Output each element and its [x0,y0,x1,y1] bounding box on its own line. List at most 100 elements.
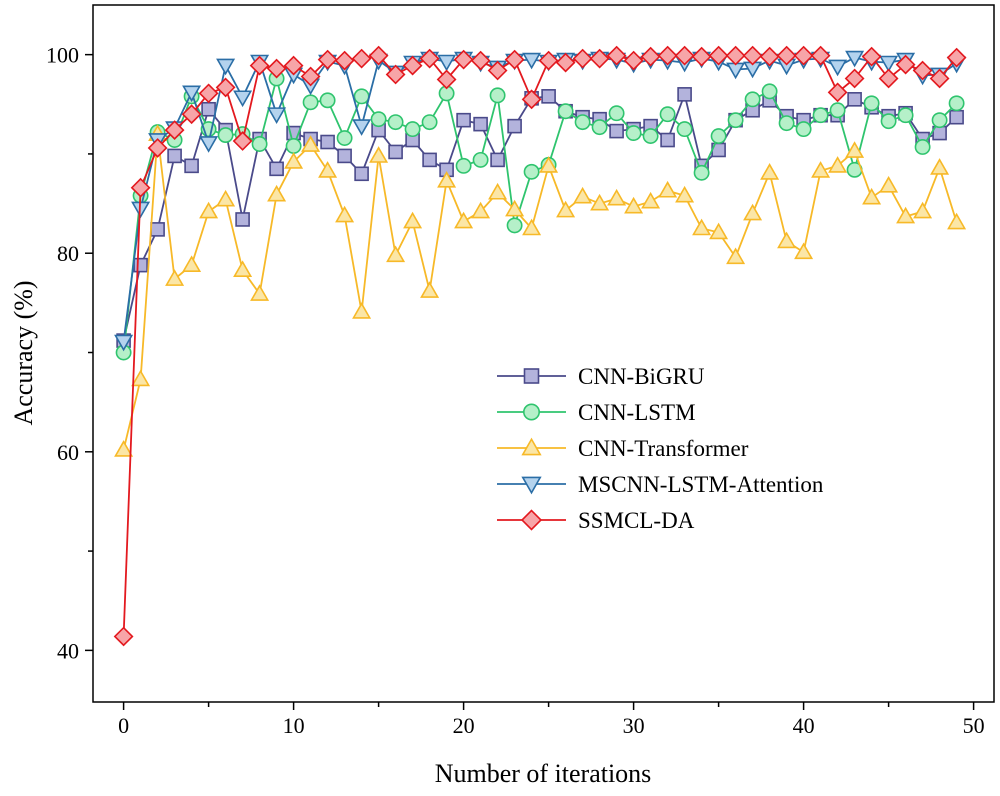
y-tick-label: 40 [57,638,79,663]
data-point [453,49,474,70]
data-point [215,77,236,98]
data-point [879,175,899,193]
data-point [914,139,931,155]
data-point [284,152,304,169]
data-point [539,156,559,173]
data-point [216,58,236,76]
series-line [122,133,958,451]
data-point [198,83,219,104]
data-point [624,196,644,214]
data-point [201,101,216,117]
data-point [949,109,964,125]
data-point [574,114,591,131]
data-point [182,85,202,103]
data-point [114,334,134,352]
data-point [421,114,438,131]
data-point [368,45,389,66]
data-point [676,121,693,138]
data-point [353,88,370,105]
data-point [879,55,899,73]
data-point [388,144,403,160]
data-point [182,255,202,273]
data-point [181,104,202,125]
data-point [385,64,406,85]
data-point [300,66,321,87]
data-point [589,48,610,69]
x-tick-label: 20 [453,713,475,738]
data-point [897,107,914,124]
data-point [812,107,829,124]
data-point [895,54,916,75]
legend-marker [520,509,543,531]
data-point [150,222,165,237]
data-point [317,49,338,70]
data-point [948,95,965,112]
legend-marker [521,476,542,495]
data-point [710,128,727,145]
data-point [147,138,168,158]
data-point [625,125,642,142]
data-point [845,50,865,68]
data-point [609,123,624,139]
data-point [658,180,678,198]
data-point [844,68,865,89]
data-point [810,45,831,66]
data-point [422,152,437,168]
data-point [541,89,556,104]
data-point [233,260,253,277]
data-point [490,152,505,168]
data-point [572,48,593,69]
data-point [249,55,270,76]
data-point [557,103,574,120]
data-point [913,201,933,219]
data-point [404,121,421,138]
data-point [454,211,474,229]
data-point [947,212,967,230]
data-point [709,222,729,240]
data-point [269,161,284,177]
data-point [930,158,950,175]
legend: CNN-BiGRU CNN-LSTM CNN-Transformer MSCNN-LS… [497,364,824,533]
data-point [743,203,763,221]
data-point [233,90,253,108]
data-point [794,242,814,260]
legend-entry: CNN-LSTM [497,400,696,425]
data-point [829,102,846,119]
data-point [845,141,865,158]
data-point [744,91,761,108]
data-point [352,302,372,319]
data-point [470,50,491,71]
data-point [251,136,268,152]
data-point [863,95,880,112]
series-ssmcl-da [113,45,967,647]
legend-label: CNN-LSTM [578,400,696,425]
y-tick-label: 80 [57,241,79,266]
data-point [386,245,406,263]
data-point [266,58,287,79]
data-point [267,184,287,202]
data-point [131,369,151,387]
data-point [334,50,355,71]
data-point [267,107,287,124]
data-point [354,166,369,182]
data-point [606,45,627,66]
data-point [522,218,542,236]
data-point [335,205,355,223]
data-point [301,135,321,152]
data-point [351,48,372,69]
data-point [555,52,576,73]
data-point [403,211,423,229]
data-point [455,157,472,174]
legend-entry: CNN-BiGRU [497,364,705,389]
axis-ticks: 0 10 20 30 40 50 40 60 80 100 [46,43,985,738]
legend-label: MSCNN-LSTM-Attention [578,472,824,497]
data-point [946,47,967,68]
data-point [795,121,812,138]
data-point [285,138,302,154]
data-point [726,247,746,265]
x-tick-label: 0 [118,713,129,738]
data-point [912,60,933,81]
data-point [232,131,253,151]
legend-entry: MSCNN-LSTM-Attention [497,472,824,497]
